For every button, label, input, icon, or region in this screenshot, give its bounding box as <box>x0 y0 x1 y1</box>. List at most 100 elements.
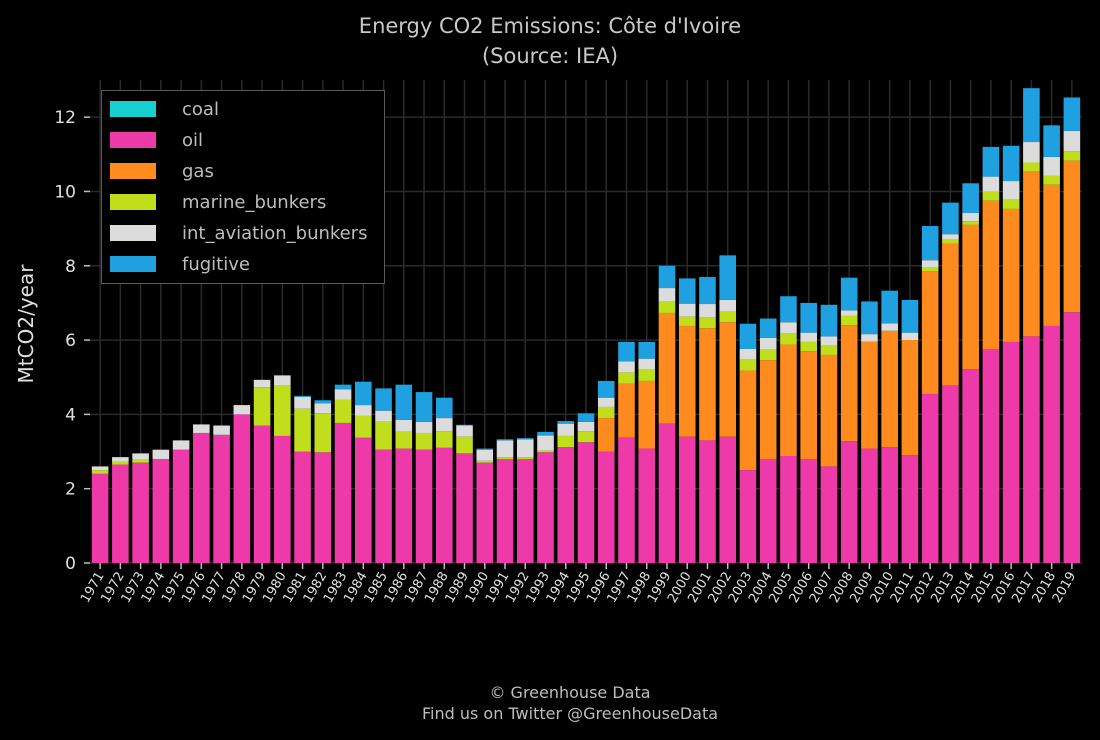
bar-marine_bunkers-2015 <box>982 191 1000 201</box>
legend-swatch <box>110 132 156 148</box>
legend-item-coal: coal <box>110 98 219 120</box>
y-tick-label: 6 <box>65 331 76 351</box>
y-tick-label: 12 <box>54 108 76 128</box>
bar-int_aviation_bunkers-2010 <box>881 323 898 331</box>
bar-fugitive-2005 <box>780 296 797 323</box>
bar-oil-1979 <box>253 425 271 563</box>
bar-marine_bunkers-1986 <box>395 431 413 449</box>
bar-int_aviation_bunkers-1987 <box>415 421 433 433</box>
bar-int_aviation_bunkers-1989 <box>456 425 473 437</box>
bar-int_aviation_bunkers-2004 <box>759 337 777 349</box>
bar-int_aviation_bunkers-1974 <box>152 449 170 459</box>
bar-oil-1976 <box>193 432 210 563</box>
bar-oil-2014 <box>962 369 979 563</box>
bar-oil-2004 <box>759 458 777 563</box>
bar-int_aviation_bunkers-1978 <box>233 405 251 415</box>
bar-oil-1988 <box>435 447 453 563</box>
bar-int_aviation_bunkers-1976 <box>193 424 210 433</box>
bar-marine_bunkers-1983 <box>334 399 352 423</box>
bar-int_aviation_bunkers-1992 <box>516 439 534 458</box>
bar-fugitive-1981 <box>294 395 311 397</box>
legend-item-fugitive: fugitive <box>110 254 250 275</box>
bar-oil-2012 <box>921 393 939 563</box>
bar-int_aviation_bunkers-2009 <box>861 334 878 342</box>
credit-copyright: © Greenhouse Data <box>489 683 651 702</box>
bar-marine_bunkers-1997 <box>618 372 635 384</box>
bar-oil-1972 <box>112 464 129 563</box>
bar-oil-1983 <box>334 422 352 563</box>
bar-int_aviation_bunkers-1971 <box>91 466 109 471</box>
bar-marine_bunkers-1980 <box>274 385 291 436</box>
bar-oil-1977 <box>213 434 230 563</box>
legend-item-marine_bunkers: marine_bunkers <box>110 191 327 213</box>
bar-marine_bunkers-2006 <box>800 341 817 352</box>
legend-swatch <box>110 225 156 241</box>
bar-oil-2002 <box>719 436 737 563</box>
bar-marine_bunkers-2004 <box>759 348 777 361</box>
bar-int_aviation_bunkers-2019 <box>1063 130 1081 152</box>
bar-oil-1993 <box>537 452 554 563</box>
bar-marine_bunkers-1994 <box>557 435 575 448</box>
bar-int_aviation_bunkers-1986 <box>395 419 413 432</box>
bar-int_aviation_bunkers-2011 <box>901 332 919 341</box>
bar-int_aviation_bunkers-2013 <box>942 234 959 240</box>
bar-oil-1974 <box>152 458 170 563</box>
bar-marine_bunkers-1972 <box>112 461 129 465</box>
bar-fugitive-2008 <box>840 277 858 311</box>
bar-oil-1973 <box>132 462 149 563</box>
bar-marine_bunkers-1991 <box>496 457 514 459</box>
bar-marine_bunkers-2001 <box>699 317 716 329</box>
bar-int_aviation_bunkers-1980 <box>274 375 291 386</box>
bar-fugitive-2012 <box>921 226 939 261</box>
bar-gas-2013 <box>942 243 959 386</box>
legend-label: marine_bunkers <box>182 191 327 213</box>
bar-int_aviation_bunkers-2006 <box>800 332 817 342</box>
bar-int_aviation_bunkers-2008 <box>840 310 858 316</box>
bar-gas-1996 <box>597 418 615 452</box>
bar-fugitive-2006 <box>800 302 817 333</box>
bar-oil-1978 <box>233 414 251 563</box>
bar-fugitive-2016 <box>1002 145 1020 182</box>
bar-marine_bunkers-1992 <box>516 457 534 459</box>
y-tick-label: 4 <box>65 405 76 425</box>
bar-marine_bunkers-1979 <box>253 387 271 426</box>
bar-fugitive-2004 <box>759 318 777 338</box>
legend-item-oil: oil <box>110 129 204 151</box>
bar-int_aviation_bunkers-1973 <box>132 453 149 460</box>
bar-fugitive-2019 <box>1063 97 1081 131</box>
legend-label: coal <box>182 98 219 120</box>
y-tick-label: 2 <box>65 480 76 500</box>
bar-int_aviation_bunkers-1972 <box>112 457 129 462</box>
legend-swatch <box>110 256 156 272</box>
bar-fugitive-1987 <box>415 392 433 422</box>
bar-gas-2016 <box>1002 208 1020 342</box>
bar-fugitive-1997 <box>618 341 635 362</box>
bar-oil-1984 <box>355 437 372 563</box>
bar-oil-2015 <box>982 349 1000 563</box>
bar-gas-2002 <box>719 322 737 437</box>
bar-marine_bunkers-2016 <box>1002 199 1020 209</box>
bar-int_aviation_bunkers-1975 <box>172 440 190 450</box>
bar-int_aviation_bunkers-1999 <box>658 288 676 302</box>
legend-label: oil <box>182 129 204 151</box>
bar-gas-1997 <box>618 383 635 438</box>
bar-oil-2003 <box>739 470 757 563</box>
bar-gas-2001 <box>699 328 716 441</box>
bar-oil-2019 <box>1063 312 1081 563</box>
bar-int_aviation_bunkers-2000 <box>678 303 696 317</box>
bar-gas-2007 <box>820 354 838 467</box>
bar-gas-2005 <box>780 344 797 456</box>
bar-marine_bunkers-1973 <box>132 459 149 463</box>
bar-marine_bunkers-1996 <box>597 406 615 419</box>
bar-fugitive-1982 <box>314 400 332 404</box>
bar-marine_bunkers-1993 <box>537 450 554 453</box>
bar-oil-1995 <box>577 442 595 563</box>
bar-marine_bunkers-1995 <box>577 431 595 443</box>
bar-marine_bunkers-1985 <box>375 421 392 450</box>
bar-int_aviation_bunkers-2018 <box>1043 156 1060 176</box>
bar-marine_bunkers-2017 <box>1023 162 1040 172</box>
bar-oil-1975 <box>172 449 190 563</box>
bar-marine_bunkers-2005 <box>780 333 797 345</box>
bar-int_aviation_bunkers-1998 <box>638 358 656 370</box>
bar-fugitive-1984 <box>355 381 372 406</box>
